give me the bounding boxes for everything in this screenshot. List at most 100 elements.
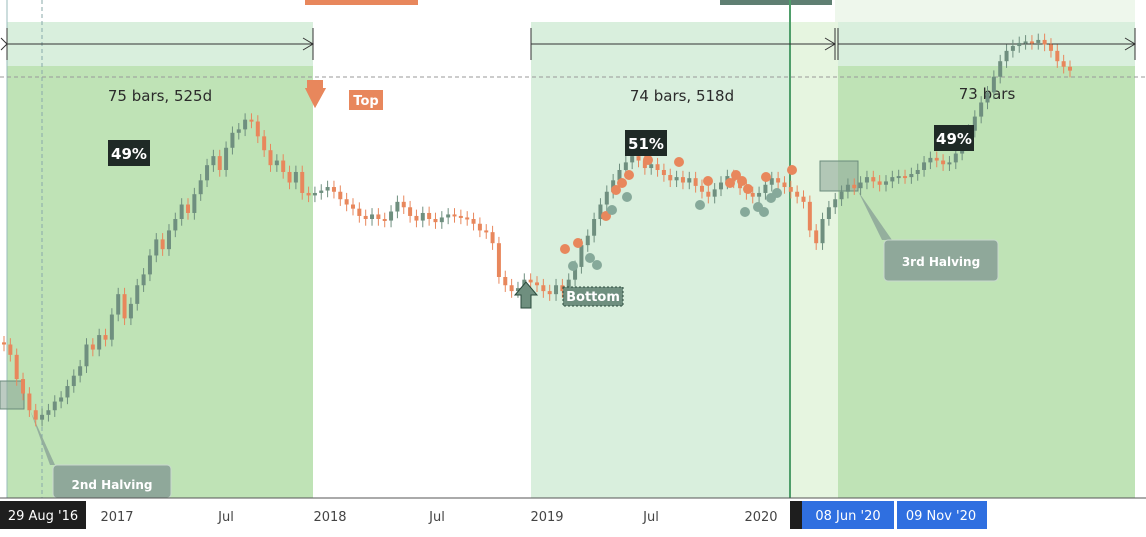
candle-up (687, 178, 692, 183)
candle-down (484, 230, 489, 233)
candle-up (173, 218, 178, 231)
candle-down (14, 354, 19, 380)
candle-down (217, 156, 222, 170)
candle-down (249, 119, 254, 122)
candle-down (433, 218, 438, 223)
dot-sell (560, 244, 570, 254)
candle-up (890, 177, 895, 182)
top-marker-dark (720, 0, 832, 5)
halving-2-box (0, 380, 25, 410)
candle-down (160, 239, 165, 250)
candle-up (674, 177, 679, 181)
halving-3-box (819, 160, 859, 192)
candle-up (224, 147, 229, 170)
candle-up (198, 180, 203, 195)
dot-buy (568, 261, 578, 271)
x-tick-label: 2020 (744, 510, 777, 525)
candle-down (706, 191, 711, 197)
candle-down (122, 294, 127, 319)
dot-sell (743, 184, 753, 194)
candle-down (21, 379, 26, 394)
candle-down (903, 176, 908, 179)
candle-up (439, 217, 444, 223)
candles-series (2, 33, 1072, 427)
dot-sell (674, 157, 684, 167)
candle-up (166, 230, 171, 250)
candle-down (509, 285, 514, 292)
candle-down (871, 177, 876, 182)
candle-down (376, 214, 381, 219)
candle-up (757, 192, 762, 197)
candle-up (446, 214, 451, 218)
candle-down (33, 410, 38, 420)
candle-down (788, 187, 793, 192)
date-flag-label: 09 Nov '20 (906, 509, 976, 524)
candle-down (750, 192, 755, 197)
candle-up (84, 344, 89, 367)
candle-down (401, 201, 406, 208)
candle-up (579, 245, 584, 267)
candle-up (896, 176, 901, 179)
candle-down (427, 212, 432, 219)
candle-up (915, 169, 920, 175)
candle-down (1061, 61, 1066, 67)
dot-buy (592, 260, 602, 270)
candle-up (325, 187, 330, 191)
zone-cycle-2-bull (7, 66, 313, 498)
candle-up (719, 182, 724, 190)
candle-up (319, 190, 324, 193)
range-arrow-2 (530, 28, 836, 60)
candle-up (205, 165, 210, 181)
candle-up (649, 164, 654, 169)
top-marker-orange (305, 0, 418, 5)
percent-badge-2: 51% (625, 130, 667, 156)
zone-bridge (790, 22, 838, 498)
x-tick-label: Jul (428, 510, 445, 525)
candle-up (1023, 41, 1028, 44)
candle-down (344, 199, 349, 205)
x-tick-label: Jul (642, 510, 659, 525)
candle-down (1048, 44, 1053, 51)
candle-down (782, 182, 787, 188)
candle-up (370, 214, 375, 219)
date-flag-label: 08 Jun '20 (815, 509, 880, 524)
candle-up (858, 182, 863, 189)
candle-down (680, 177, 685, 183)
candle-up (598, 204, 603, 219)
candle-down (471, 218, 476, 224)
dot-sell (611, 185, 621, 195)
percent-value-3: 49% (936, 130, 972, 148)
dot-sell (624, 170, 634, 180)
candle-up (97, 335, 102, 350)
candle-up (617, 169, 622, 181)
candle-down (535, 282, 539, 286)
candle-up (1010, 46, 1015, 51)
date-flag-label: 29 Aug '16 (8, 509, 78, 524)
candle-down (465, 217, 470, 220)
candle-down (693, 178, 698, 186)
candle-up (763, 184, 768, 193)
candle-up (420, 212, 425, 221)
candle-up (141, 274, 146, 286)
candle-down (408, 207, 413, 216)
candle-up (623, 162, 628, 170)
candle-up (179, 204, 184, 219)
candle-up (128, 303, 133, 319)
candle-down (357, 208, 362, 216)
candle-down (414, 215, 419, 221)
candle-down (642, 160, 647, 169)
candle-up (147, 255, 152, 275)
candle-down (382, 218, 387, 221)
dot-sell (737, 176, 747, 186)
dot-sell (725, 178, 735, 188)
candle-up (135, 285, 140, 304)
candle-up (953, 153, 958, 163)
candle-up (864, 177, 869, 183)
candle-up (293, 171, 298, 183)
halving-3-label: 3rd Halving (902, 255, 980, 269)
candle-up (826, 207, 831, 219)
candle-down (636, 156, 641, 161)
candle-down (300, 171, 305, 193)
dot-sell (573, 238, 583, 248)
